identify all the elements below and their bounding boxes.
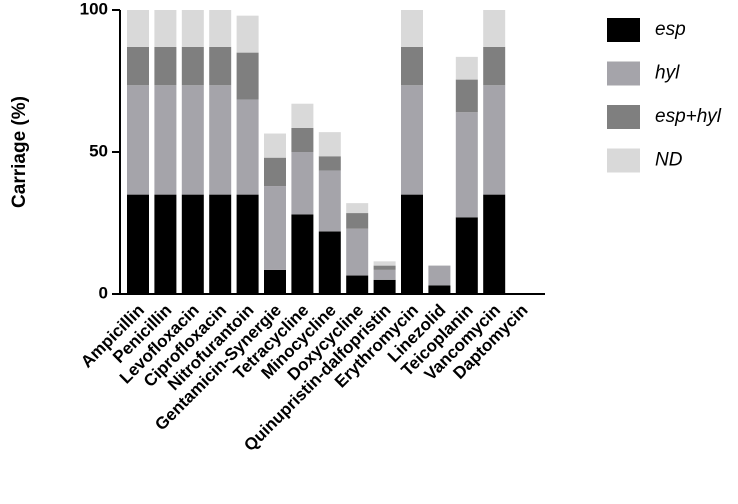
bar-segment [209, 85, 232, 195]
bar-segment [264, 133, 286, 158]
bar-segment [483, 46, 506, 86]
bar-segment [401, 46, 423, 86]
bar-segment [401, 10, 423, 47]
legend-swatch [607, 148, 640, 173]
bar-segment [428, 265, 451, 286]
bar-segment [291, 127, 314, 152]
bar-segment [401, 85, 423, 195]
bar-segment [318, 132, 341, 157]
bar-segment [236, 99, 259, 195]
bar-segment [209, 194, 232, 294]
bar-segment [483, 85, 506, 195]
bar-segment [181, 194, 204, 294]
legend-label: esp [655, 19, 686, 40]
bar-segment [373, 261, 396, 266]
bar-segment [373, 265, 396, 270]
bar-segment [127, 194, 149, 294]
legend-swatch [607, 61, 640, 86]
bar-segment [127, 46, 149, 86]
bar-segment [318, 231, 341, 294]
bar-segment [455, 217, 478, 294]
bar-segment [181, 46, 204, 86]
bar-segment [401, 194, 423, 294]
bar-segment [291, 214, 314, 294]
bar-segment [346, 275, 369, 294]
legend-swatch [607, 18, 640, 42]
bar-segment [181, 85, 204, 195]
bar-segment [346, 203, 369, 214]
bar-segment [209, 46, 232, 86]
bar-segment [154, 194, 177, 294]
bar-segment [373, 279, 396, 294]
y-tick-label: 100 [80, 0, 108, 18]
y-tick-label: 0 [99, 283, 108, 302]
bar-segment [373, 269, 396, 280]
bar-segment [236, 15, 259, 53]
bar-segment [264, 186, 286, 270]
bar-segment [154, 85, 177, 195]
bar-segment [455, 112, 478, 218]
legend-label: ND [655, 150, 683, 171]
bar-segment [127, 85, 149, 195]
bar-segment [483, 194, 506, 294]
bar-segment [346, 228, 369, 276]
y-tick-label: 50 [89, 141, 108, 160]
bar-segment [209, 10, 232, 47]
bar-segment [154, 46, 177, 86]
bar-segment [264, 269, 286, 294]
legend-label: esp+hyl [655, 106, 722, 127]
bar-segment [264, 157, 286, 187]
bar-segment [483, 10, 506, 47]
bar-segment [455, 56, 478, 80]
bar-segment [455, 79, 478, 113]
bar-segment [236, 194, 259, 294]
bar-segment [428, 285, 451, 294]
legend-swatch [607, 105, 640, 129]
bar-segment [346, 213, 369, 229]
bar-segment [181, 10, 204, 47]
bar-segment [318, 170, 341, 232]
legend-label: hyl [655, 63, 680, 84]
bar-segment [154, 10, 177, 47]
y-axis-title: Carriage (%) [9, 96, 30, 208]
bar-segment [291, 103, 314, 128]
bar-segment [291, 152, 314, 215]
bar-segment [236, 52, 259, 100]
bar-segment [318, 156, 341, 171]
bar-segment [127, 10, 149, 47]
